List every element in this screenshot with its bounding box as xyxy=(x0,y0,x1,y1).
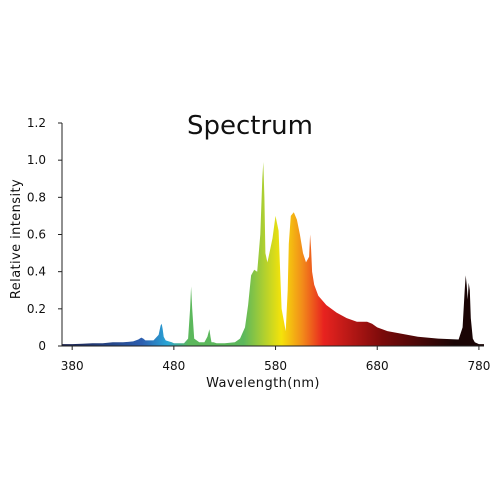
x-tick-label: 480 xyxy=(162,359,185,373)
y-axis-ticks: 0 0.2 0.4 0.6 0.8 1.0 1.2 xyxy=(27,116,62,353)
y-axis-label: Relative intensity xyxy=(9,179,24,299)
x-tick-label: 380 xyxy=(61,359,84,373)
y-tick-label: 1.2 xyxy=(27,116,46,130)
y-tick-label: 0.6 xyxy=(27,228,46,242)
x-tick-label: 780 xyxy=(467,359,490,373)
x-tick-label: 680 xyxy=(366,359,389,373)
x-tick-label: 580 xyxy=(264,359,287,373)
spectrum-area xyxy=(62,162,484,346)
y-tick-label: 0.2 xyxy=(27,302,46,316)
x-axis-ticks: 380 480 580 680 780 xyxy=(61,346,490,373)
chart-title: Spectrum xyxy=(187,111,313,141)
y-tick-label: 1.0 xyxy=(27,153,46,167)
y-tick-label: 0 xyxy=(38,339,46,353)
y-tick-label: 0.4 xyxy=(27,265,46,279)
y-tick-label: 0.8 xyxy=(27,190,46,204)
x-axis-label: Wavelength(nm) xyxy=(206,376,320,391)
